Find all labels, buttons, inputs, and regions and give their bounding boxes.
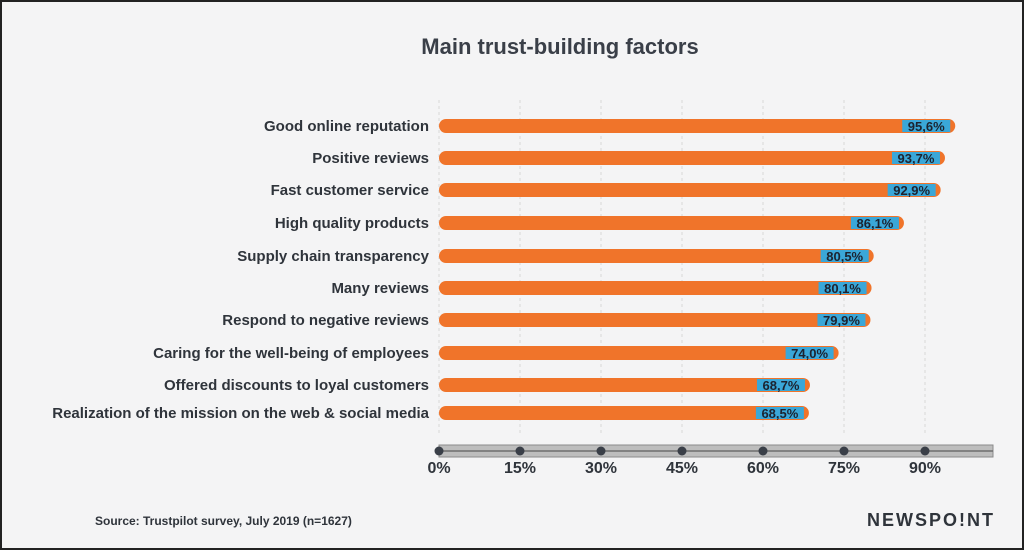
- x-tick-label-2: 30%: [585, 460, 617, 477]
- value-label-box-1: [902, 120, 951, 132]
- bar-3: [439, 183, 941, 197]
- bar-2: [439, 151, 945, 165]
- value-label-box-3: [887, 184, 936, 196]
- x-tick-label-1: 15%: [504, 460, 536, 477]
- category-label-2: Positive reviews: [312, 150, 429, 167]
- value-label-box-10: [755, 407, 804, 419]
- bar-9: [439, 378, 810, 392]
- value-label-6: 80,1%: [824, 281, 861, 296]
- category-label-9: Offered discounts to loyal customers: [164, 377, 429, 394]
- bar-5: [439, 249, 874, 263]
- brand-logo: NEWSPO!NT: [867, 510, 995, 530]
- value-label-box-4: [850, 217, 899, 229]
- bar-8: [439, 346, 839, 360]
- value-label-box-9: [756, 379, 805, 391]
- value-label-4: 86,1%: [857, 216, 894, 231]
- x-tick-dot-5: [839, 446, 849, 456]
- x-tick-label-3: 45%: [666, 460, 698, 477]
- value-label-box-5: [820, 250, 869, 262]
- bar-10: [439, 406, 809, 420]
- x-tick-dot-4: [758, 446, 768, 456]
- x-tick-label-5: 75%: [828, 460, 860, 477]
- category-label-7: Respond to negative reviews: [222, 312, 429, 329]
- value-label-9: 68,7%: [763, 378, 800, 393]
- source-note: Source: Trustpilot survey, July 2019 (n=…: [95, 514, 352, 528]
- x-tick-dot-6: [920, 446, 930, 456]
- category-label-6: Many reviews: [331, 280, 429, 297]
- x-tick-dot-2: [596, 446, 606, 456]
- value-label-box-8: [785, 347, 834, 359]
- value-label-box-6: [818, 282, 867, 294]
- bar-6: [439, 281, 872, 295]
- value-label-box-2: [891, 152, 940, 164]
- value-label-10: 68,5%: [761, 406, 798, 421]
- x-tick-label-4: 60%: [747, 460, 779, 477]
- x-tick-label-6: 90%: [909, 460, 941, 477]
- category-label-10: Realization of the mission on the web & …: [52, 405, 429, 422]
- x-axis: 0% 15% 30% 45% 60% 75% 90%: [427, 444, 994, 477]
- x-tick-dot-3: [677, 446, 687, 456]
- value-label-2: 93,7%: [898, 151, 935, 166]
- bar-1: [439, 119, 956, 133]
- value-label-8: 74,0%: [791, 346, 828, 361]
- bar-4: [439, 216, 904, 230]
- value-label-box-7: [817, 314, 866, 326]
- category-label-8: Caring for the well-being of employees: [153, 345, 429, 362]
- x-tick-label-0: 0%: [427, 460, 450, 477]
- value-label-1: 95,6%: [908, 119, 945, 134]
- category-label-4: High quality products: [275, 215, 429, 232]
- category-label-3: Fast customer service: [271, 182, 429, 199]
- category-label-5: Supply chain transparency: [237, 248, 429, 265]
- value-label-7: 79,9%: [823, 313, 860, 328]
- value-label-5: 80,5%: [826, 249, 863, 264]
- x-tick-dot-1: [515, 446, 525, 456]
- value-label-3: 92,9%: [893, 183, 930, 198]
- x-tick-dot-0: [434, 446, 444, 456]
- bar-7: [439, 313, 871, 327]
- bars: 95,6% Good online reputation 93,7% Positive…: [52, 118, 956, 422]
- chart-title: Main trust-building factors: [421, 34, 698, 59]
- category-label-1: Good online reputation: [264, 118, 429, 135]
